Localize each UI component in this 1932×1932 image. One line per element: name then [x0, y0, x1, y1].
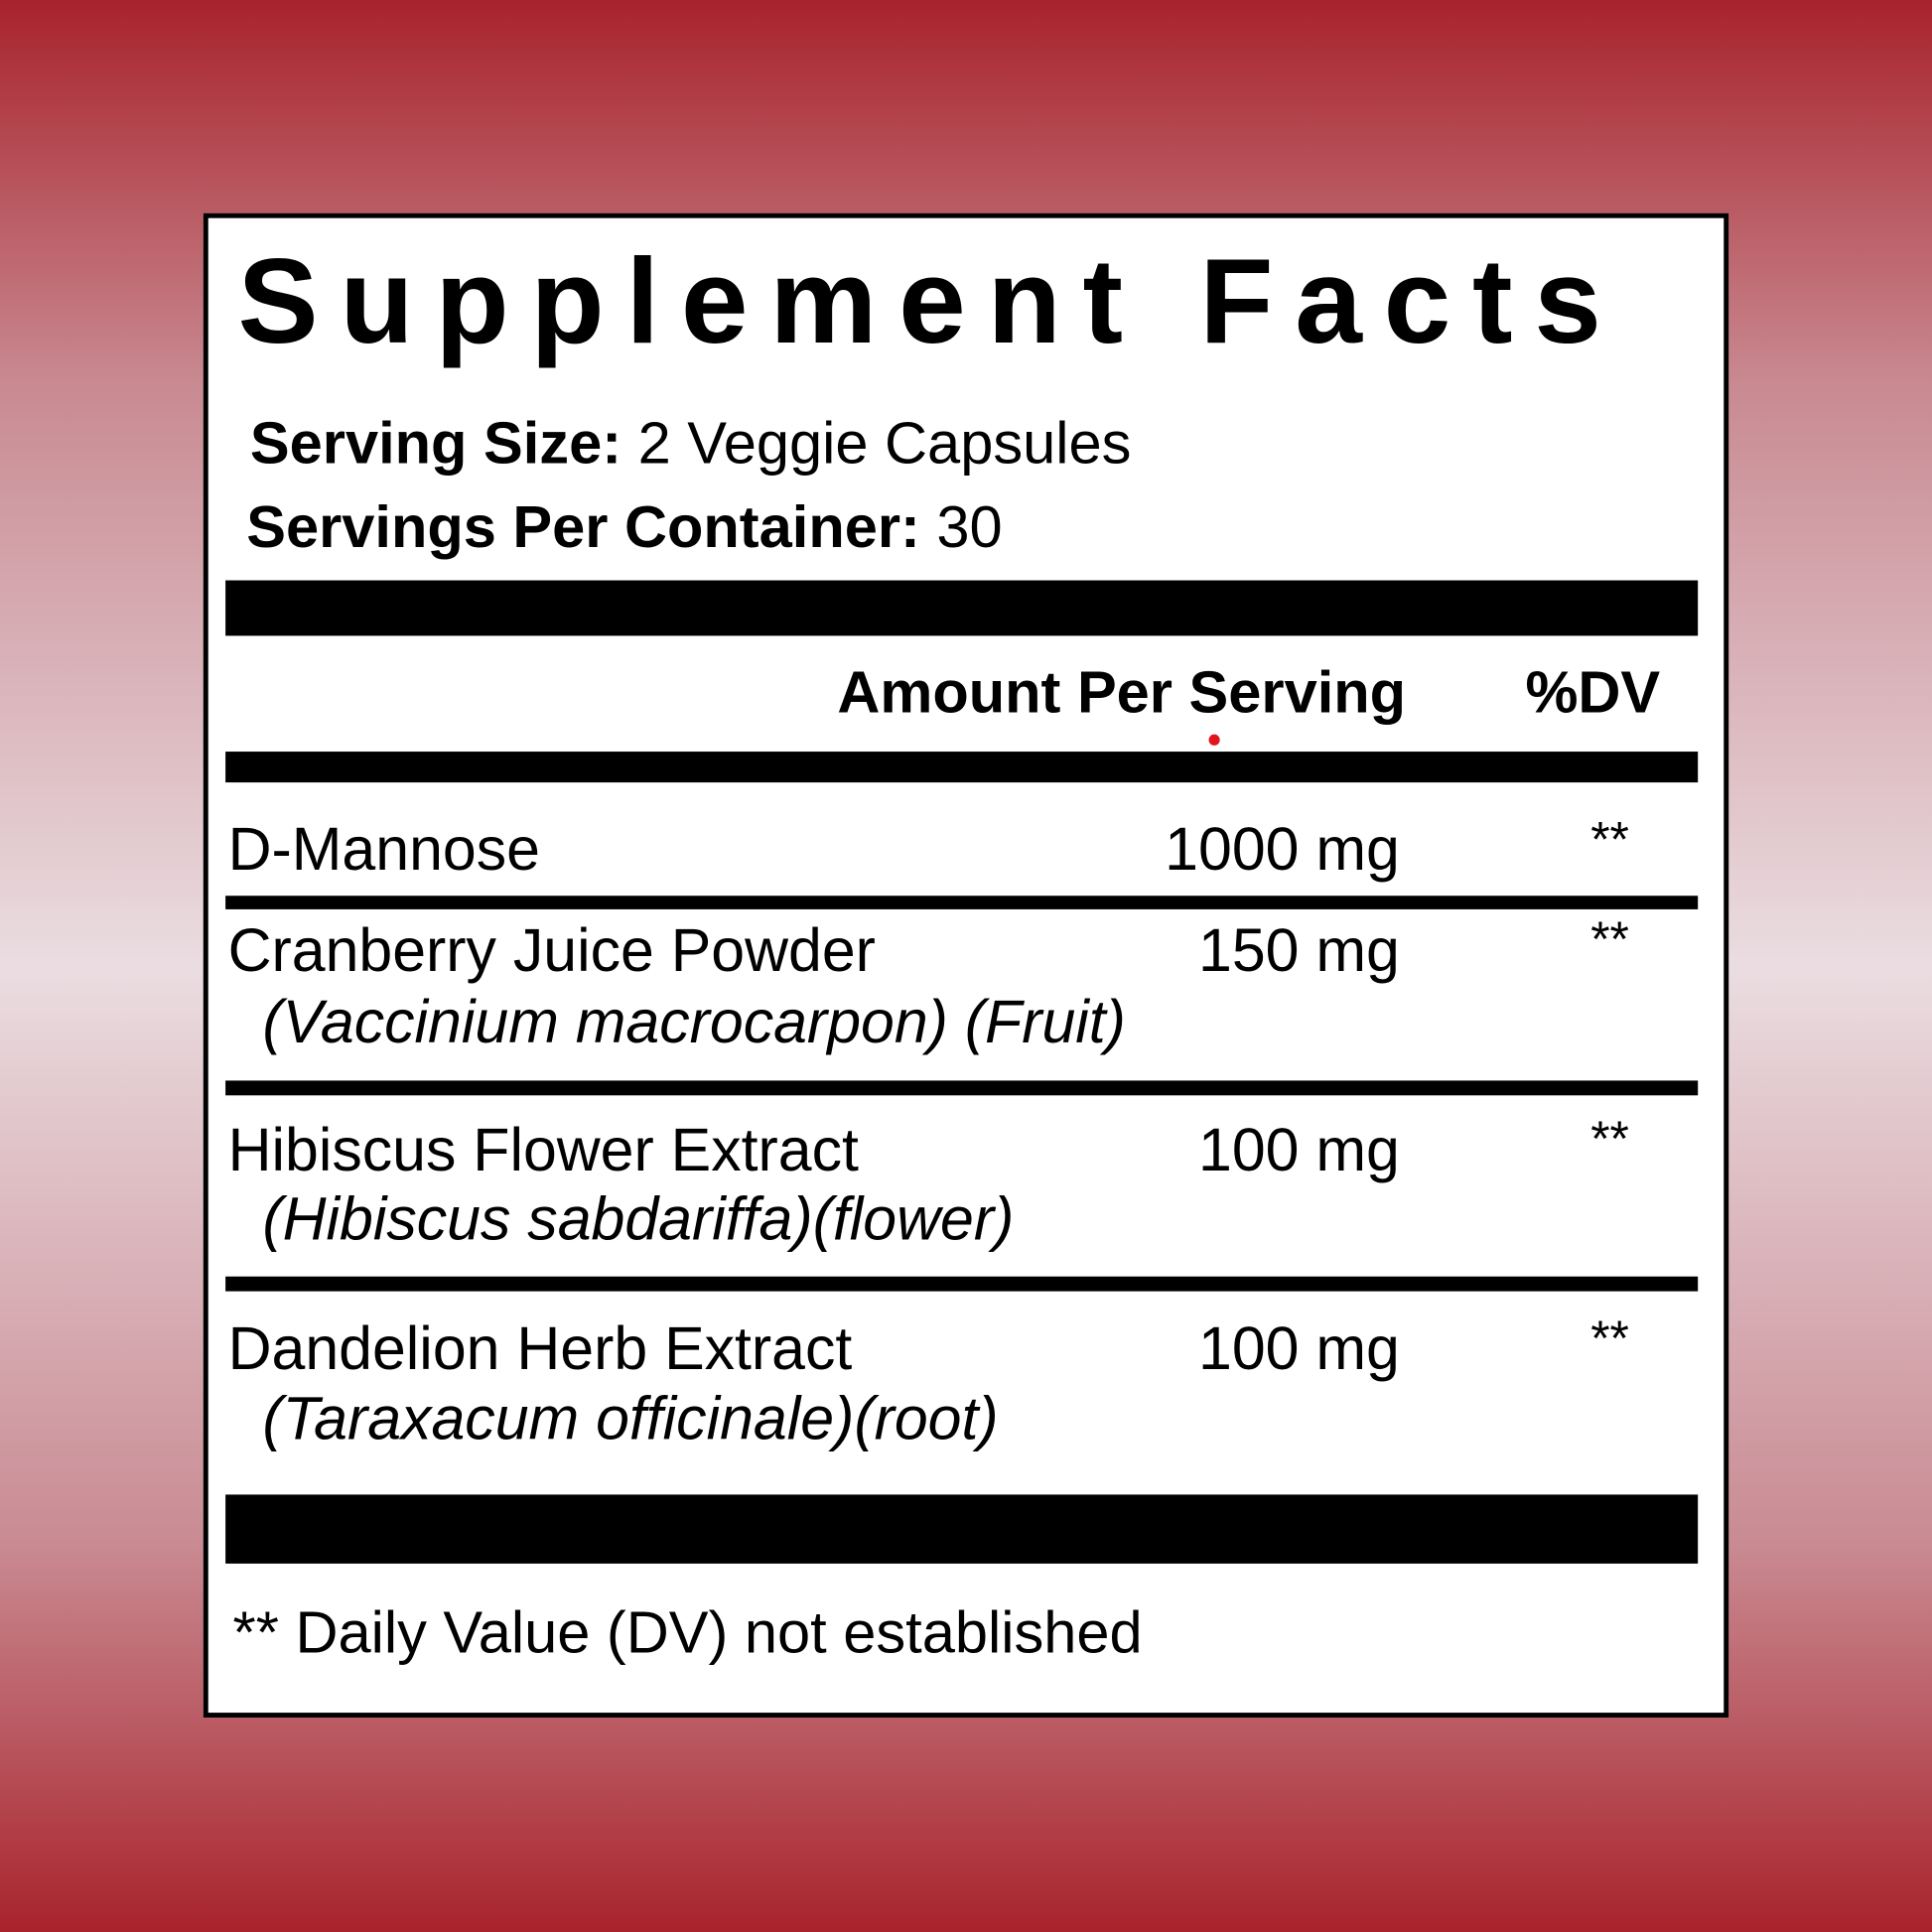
ingredient-name: Hibiscus Flower Extract: [227, 1117, 859, 1184]
serving-size-value: 2 Veggie Capsules: [637, 411, 1132, 478]
ingredient-dv: **: [1590, 813, 1629, 868]
ingredient-dv: **: [1590, 1112, 1629, 1168]
dv-header: %DV: [1525, 660, 1661, 726]
red-dot-mark: [1208, 734, 1220, 746]
facts-panel: [203, 212, 1729, 1719]
amount-per-serving-header: Amount Per Serving: [837, 660, 1407, 726]
row-divider: [225, 1276, 1699, 1292]
row-divider: [225, 1080, 1699, 1096]
servings-per-container: Servings Per Container: 30: [246, 498, 1002, 559]
ingredient-name: Dandelion Herb Extract: [227, 1315, 853, 1383]
serving-size-label: Serving Size:: [249, 411, 622, 478]
thick-rule-bottom: [225, 1494, 1699, 1564]
servings-per-container-value: 30: [936, 494, 1003, 561]
ingredient-scientific-name: (Hibiscus sabdariffa)(flower): [262, 1186, 1015, 1254]
label-title: Supplement Facts: [237, 232, 1623, 369]
ingredient-amount: 100 mg: [1198, 1117, 1400, 1184]
ingredient-amount: 1000 mg: [1165, 816, 1400, 884]
ingredient-scientific-name: (Taraxacum officinale)(root): [262, 1386, 999, 1453]
ingredient-name: D-Mannose: [227, 816, 540, 884]
thick-rule-top: [225, 580, 1699, 636]
footnote: ** Daily Value (DV) not established: [232, 1600, 1143, 1666]
ingredient-amount: 100 mg: [1198, 1315, 1400, 1383]
ingredient-name: Cranberry Juice Powder: [227, 917, 876, 985]
header-rule: [225, 752, 1699, 783]
ingredient-scientific-name: (Vaccinium macrocarpon) (Fruit): [262, 989, 1126, 1056]
ingredient-amount: 150 mg: [1198, 917, 1400, 985]
servings-per-container-label: Servings Per Container:: [246, 494, 920, 561]
ingredient-dv: **: [1590, 1311, 1629, 1367]
ingredient-dv: **: [1590, 912, 1629, 968]
row-divider: [225, 896, 1699, 909]
serving-size: Serving Size: 2 Veggie Capsules: [250, 415, 1131, 475]
